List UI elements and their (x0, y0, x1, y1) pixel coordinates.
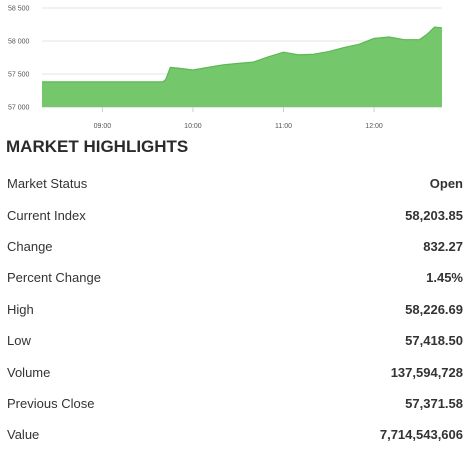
section-title: MARKET HIGHLIGHTS (6, 137, 189, 156)
y-tick-label: 58 500 (8, 6, 30, 13)
row-label: Market Status (7, 176, 88, 192)
y-axis-labels: 57 000 57 500 58 000 58 500 (8, 6, 30, 112)
row-value: 1.45% (426, 270, 463, 286)
y-tick-label: 57 500 (8, 72, 30, 79)
index-area (42, 27, 442, 108)
row-value: 58,203.85 (405, 207, 463, 223)
row-value: Open (429, 176, 463, 192)
row-label: Change (7, 238, 53, 254)
index-chart: 57 000 57 500 58 000 58 500 09:00 10:00 11:00… (8, 6, 443, 130)
y-tick-label: 57 000 (8, 105, 30, 112)
index-line (42, 26, 443, 83)
row-change: Change 832.27 (0, 231, 469, 262)
row-label: Previous Close (7, 395, 95, 411)
row-percent-change: Percent Change 1.45% (0, 262, 469, 293)
x-tick-label: 11:00 (275, 123, 292, 130)
row-value: 7,714,543,606 (379, 427, 463, 443)
x-tick-label: 09:00 (94, 123, 112, 130)
row-label: Percent Change (7, 270, 101, 286)
highlights-table: Market Status Open Current Index 58,203.… (0, 168, 469, 451)
row-label: Current Index (7, 207, 86, 223)
x-axis-labels: 09:00 10:00 11:00 12:00 (94, 123, 383, 130)
row-label: Low (7, 333, 31, 349)
row-value: 57,418.50 (405, 333, 463, 349)
y-tick-label: 58 000 (8, 39, 30, 46)
row-label: Volume (7, 364, 51, 380)
row-market-status: Market Status Open (0, 168, 469, 199)
row-label: Value (7, 427, 40, 443)
row-current-index: Current Index 58,203.85 (0, 199, 469, 230)
row-previous-close: Previous Close 57,371.58 (0, 388, 469, 419)
row-value: 137,594,728 (390, 364, 463, 380)
x-axis-ticks (101, 107, 375, 112)
row-value-traded: Value 7,714,543,606 (0, 419, 469, 450)
x-tick-label: 10:00 (184, 123, 202, 130)
row-label: High (7, 301, 34, 317)
row-value: 58,226.69 (405, 301, 463, 317)
x-tick-label: 12:00 (365, 123, 383, 130)
row-volume: Volume 137,594,728 (0, 356, 469, 387)
row-value: 832.27 (423, 238, 463, 254)
row-value: 57,371.58 (405, 395, 463, 411)
row-high: High 58,226.69 (0, 294, 469, 325)
row-low: Low 57,418.50 (0, 325, 469, 356)
